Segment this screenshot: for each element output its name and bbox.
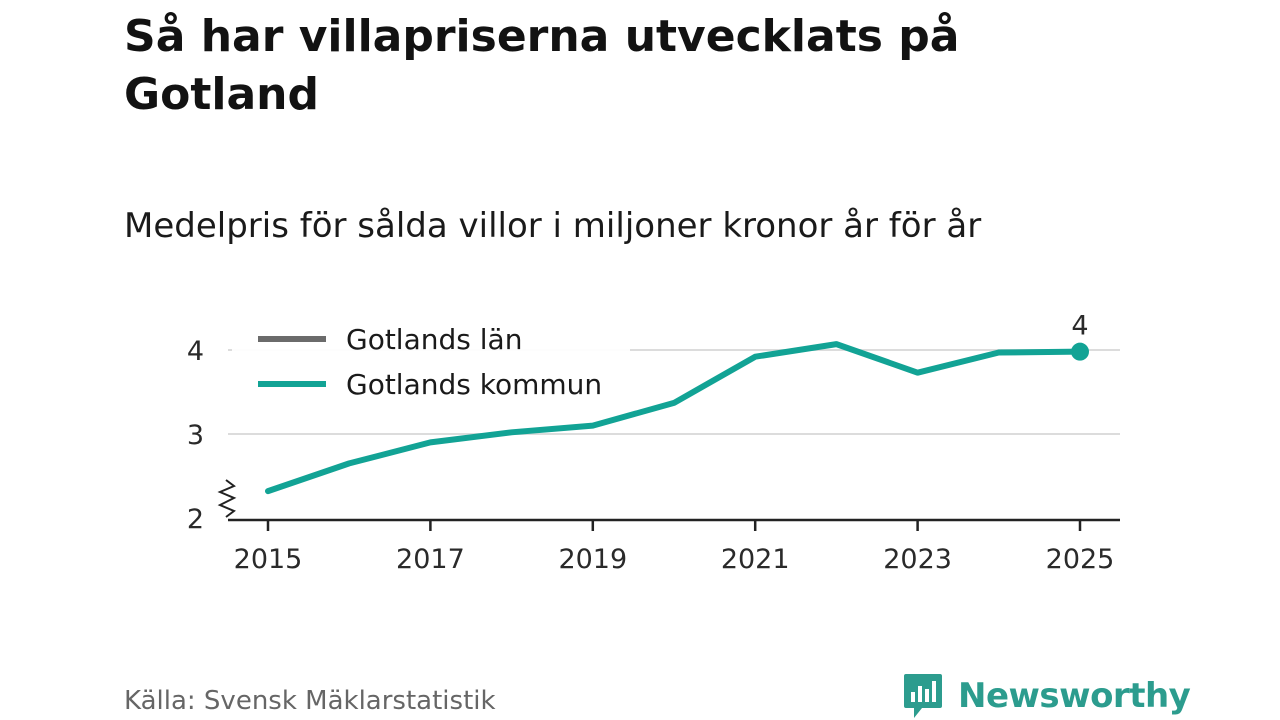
axis-break-icon [217,479,237,518]
chart-title: Så har villapriserna utvecklats på Gotla… [124,11,960,120]
end-value-label: 4 [1071,311,1088,342]
source-note: Källa: Svensk Mäklarstatistik [124,686,496,716]
y-tick-label-3: 3 [187,420,204,451]
series-lines [265,341,1083,495]
legend-label-gotlands-kommun: Gotlands kommun [346,368,602,401]
end-marker-group: 4 [1071,311,1089,361]
x-tick-label-2025: 2025 [1046,544,1115,575]
x-tick-label-2015: 2015 [234,544,303,575]
end-point-marker [1071,342,1089,361]
x-tick-label-2023: 2023 [883,544,952,575]
x-tick-label-2021: 2021 [721,544,790,575]
y-tick-label-4: 4 [187,336,204,367]
chart-subtitle: Medelpris för sålda villor i miljoner kr… [124,206,982,246]
series-line-gotlands-kommun [265,341,1083,495]
legend-label-gotlands-lan: Gotlands län [346,323,522,356]
brand-logo[interactable]: Newsworthy [902,672,1191,720]
x-tick-label-2017: 2017 [396,544,465,575]
legend-background [232,318,630,412]
y-tick-label-2: 2 [187,504,204,535]
legend: Gotlands län Gotlands kommun [232,318,630,412]
newsworthy-logo-icon [904,674,942,718]
brand-name: Newsworthy [958,676,1191,716]
x-tick-label-2019: 2019 [558,544,627,575]
axes: 2 3 4 2015 2017 2019 2021 2023 2025 [187,336,1120,575]
